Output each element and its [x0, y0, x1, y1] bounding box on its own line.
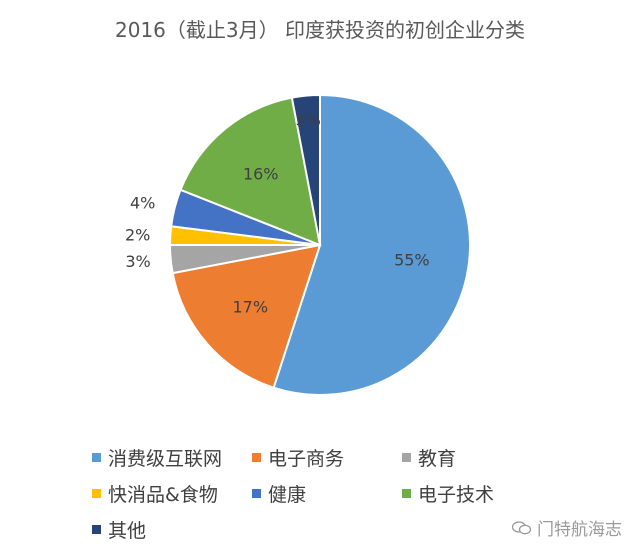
watermark-text: 门特航海志 [537, 520, 622, 540]
pie-slice [290, 93, 321, 246]
legend-label: 电子商务 [268, 448, 345, 470]
legend-label: 快消品&食物 [108, 484, 218, 506]
legend-swatch [252, 453, 261, 462]
legend-label: 教育 [418, 448, 457, 470]
legend-swatch [402, 489, 411, 498]
legend-label: 其他 [108, 520, 147, 542]
legend-swatch [92, 453, 101, 462]
data-label: 55% [394, 251, 430, 270]
legend-label: 电子技术 [418, 484, 495, 506]
legend-swatch [252, 489, 261, 498]
legend-item: 教育 [402, 444, 456, 471]
data-label: 3% [295, 111, 320, 130]
pie-slice [179, 96, 322, 247]
legend-item: 电子技术 [402, 480, 494, 507]
legend-swatch [402, 453, 411, 462]
data-label: 3% [125, 252, 150, 271]
data-label: 4% [130, 194, 155, 213]
pie-slice [171, 243, 322, 389]
legend-item: 消费级互联网 [92, 444, 222, 471]
pie-slice [272, 93, 471, 396]
data-label: 17% [232, 298, 268, 317]
data-label: 2% [125, 225, 150, 244]
data-label: 16% [243, 164, 279, 183]
pie-chart: 55% 17% 3% 2% 4% 16% 3% [125, 93, 471, 396]
legend-swatch [92, 525, 101, 534]
legend-item: 其他 [92, 516, 146, 543]
watermark: 门特航海志 [512, 515, 622, 540]
legend-label: 健康 [268, 484, 307, 506]
legend-item: 健康 [252, 480, 306, 507]
chart-title: 2016（截止3月） 印度获投资的初创企业分类 [115, 18, 525, 42]
legend-item: 快消品&食物 [92, 480, 218, 507]
legend-label: 消费级互联网 [108, 448, 223, 470]
legend-item: 电子商务 [252, 444, 344, 471]
legend-swatch [92, 489, 101, 498]
wechat-icon [512, 520, 532, 534]
